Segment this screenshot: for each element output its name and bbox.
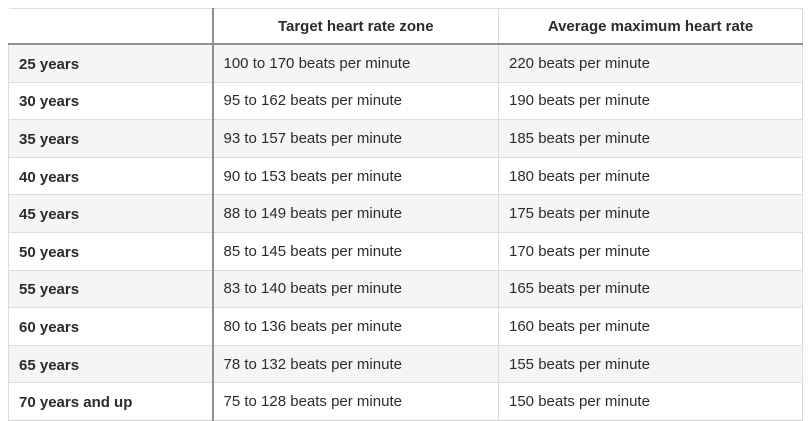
table-row: 35 years 93 to 157 beats per minute 185 … xyxy=(8,119,803,158)
max-cell: 170 beats per minute xyxy=(498,232,803,271)
zone-cell: 95 to 162 beats per minute xyxy=(211,82,499,121)
header-row: Target heart rate zone Average maximum h… xyxy=(8,8,803,45)
zone-cell: 78 to 132 beats per minute xyxy=(211,345,499,384)
age-cell: 65 years xyxy=(8,345,213,384)
age-cell: 60 years xyxy=(8,307,213,346)
table-row: 55 years 83 to 140 beats per minute 165 … xyxy=(8,270,803,309)
table-row: 30 years 95 to 162 beats per minute 190 … xyxy=(8,82,803,121)
table-row: 45 years 88 to 149 beats per minute 175 … xyxy=(8,194,803,233)
header-age xyxy=(8,8,213,45)
age-cell: 30 years xyxy=(8,82,213,121)
max-cell: 180 beats per minute xyxy=(498,157,803,196)
table-row: 40 years 90 to 153 beats per minute 180 … xyxy=(8,157,803,196)
table-body: 25 years 100 to 170 beats per minute 220… xyxy=(8,44,803,421)
zone-cell: 93 to 157 beats per minute xyxy=(211,119,499,158)
max-cell: 190 beats per minute xyxy=(498,82,803,121)
max-cell: 150 beats per minute xyxy=(498,382,803,421)
zone-cell: 75 to 128 beats per minute xyxy=(211,382,499,421)
table-row: 25 years 100 to 170 beats per minute 220… xyxy=(8,44,803,83)
header-target-zone: Target heart rate zone xyxy=(211,8,499,45)
max-cell: 220 beats per minute xyxy=(498,44,803,83)
age-cell: 45 years xyxy=(8,194,213,233)
max-cell: 175 beats per minute xyxy=(498,194,803,233)
age-cell: 50 years xyxy=(8,232,213,271)
zone-cell: 100 to 170 beats per minute xyxy=(211,44,499,83)
heart-rate-table-container: Target heart rate zone Average maximum h… xyxy=(8,8,803,421)
table-header: Target heart rate zone Average maximum h… xyxy=(8,8,803,45)
zone-cell: 83 to 140 beats per minute xyxy=(211,270,499,309)
heart-rate-table: Target heart rate zone Average maximum h… xyxy=(8,8,803,421)
zone-cell: 88 to 149 beats per minute xyxy=(211,194,499,233)
zone-cell: 80 to 136 beats per minute xyxy=(211,307,499,346)
max-cell: 155 beats per minute xyxy=(498,345,803,384)
zone-cell: 90 to 153 beats per minute xyxy=(211,157,499,196)
table-row: 60 years 80 to 136 beats per minute 160 … xyxy=(8,307,803,346)
table-row: 65 years 78 to 132 beats per minute 155 … xyxy=(8,345,803,384)
header-max-rate: Average maximum heart rate xyxy=(498,8,803,45)
age-cell: 40 years xyxy=(8,157,213,196)
max-cell: 185 beats per minute xyxy=(498,119,803,158)
table-row: 50 years 85 to 145 beats per minute 170 … xyxy=(8,232,803,271)
age-cell: 25 years xyxy=(8,44,213,83)
max-cell: 160 beats per minute xyxy=(498,307,803,346)
age-cell: 70 years and up xyxy=(8,382,213,421)
age-cell: 35 years xyxy=(8,119,213,158)
zone-cell: 85 to 145 beats per minute xyxy=(211,232,499,271)
max-cell: 165 beats per minute xyxy=(498,270,803,309)
table-row: 70 years and up 75 to 128 beats per minu… xyxy=(8,382,803,421)
age-cell: 55 years xyxy=(8,270,213,309)
